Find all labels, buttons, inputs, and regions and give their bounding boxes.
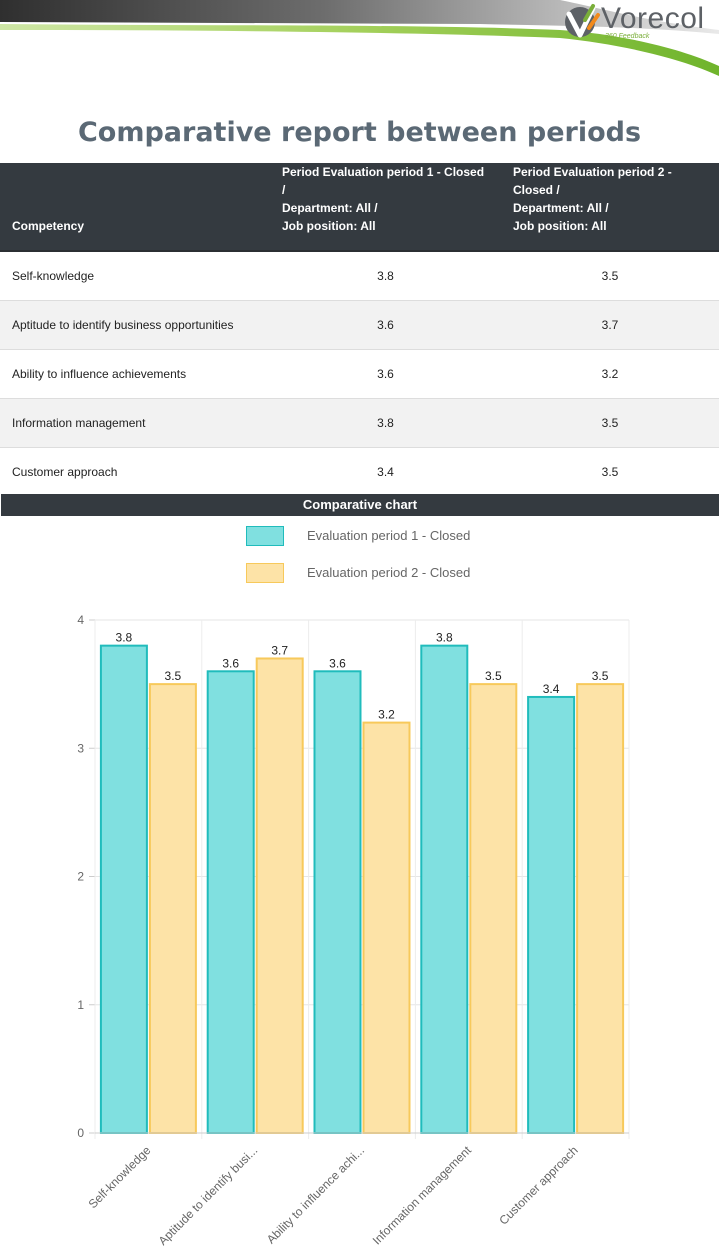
header-line: Job position: All	[282, 219, 376, 233]
bar-data-label: 3.4	[543, 682, 560, 696]
competency-cell: Aptitude to identify business opportunit…	[12, 317, 234, 332]
competency-cell: Ability to influence achievements	[12, 366, 187, 381]
y-tick-label: 0	[77, 1126, 84, 1140]
brand-tagline: 360 Feedback	[605, 33, 650, 40]
table-header-row: Competency Period Evaluation period 1 - …	[0, 163, 719, 252]
bar-series-2	[362, 721, 411, 1134]
period-1-value: 3.6	[377, 317, 394, 332]
competency-cell: Information management	[12, 415, 146, 430]
legend-label-period-2: Evaluation period 2 - Closed	[307, 565, 471, 580]
header-banner-graphic	[0, 0, 719, 92]
bar-data-label: 3.8	[116, 631, 133, 645]
bar-series-2	[148, 683, 197, 1134]
period-1-value: 3.6	[377, 366, 394, 381]
y-tick-label: 2	[77, 870, 84, 884]
legend-swatch-period-2	[246, 563, 284, 583]
competency-cell: Customer approach	[12, 464, 118, 479]
bar-data-label: 3.5	[165, 669, 182, 683]
bar-data-label: 3.5	[592, 669, 609, 683]
bar-series-2	[576, 683, 625, 1134]
period-2-value: 3.7	[601, 317, 619, 332]
period-2-value: 3.5	[601, 268, 619, 283]
table-row: Self-knowledge 3.8 3.5	[0, 251, 719, 300]
column-header-period-1: Period Evaluation period 1 - Closed / Dep…	[270, 163, 501, 252]
header-line: Period Evaluation period 2 - Closed /	[513, 165, 672, 197]
bar-series-1	[420, 644, 469, 1135]
bar-series-2	[255, 657, 304, 1134]
period-2-value: 3.2	[601, 366, 619, 381]
brand-logo: Vorecol 360 Feedback	[563, 2, 719, 42]
header-line: Period Evaluation period 1 - Closed /	[282, 165, 485, 197]
header-line: Job position: All	[513, 219, 607, 233]
comparative-bar-chart: 0 1 2 3 4 3.8 3.5 Self-knowledge 3.6 3.7 Aptitude …	[77, 613, 630, 1248]
legend-swatch-period-1	[246, 526, 284, 546]
bar-series-1	[527, 695, 576, 1134]
bar-data-label: 3.6	[329, 656, 346, 670]
period-2-value: 3.5	[601, 415, 619, 430]
vorecol-logo-icon	[565, 4, 600, 38]
brand-name: Vorecol	[601, 2, 705, 35]
header-line: Department: All /	[513, 201, 609, 215]
period-1-value: 3.4	[377, 464, 394, 479]
bar-series-1	[313, 670, 362, 1135]
x-tick-label: Customer approach	[496, 1143, 580, 1227]
table-row: Information management 3.8 3.5	[0, 398, 719, 447]
table-row: Ability to influence achievements 3.6 3.…	[0, 349, 719, 398]
page-header: Vorecol 360 Feedback	[0, 0, 719, 92]
y-tick-label: 3	[77, 741, 84, 755]
bar-series-2	[469, 683, 518, 1134]
bar-data-label: 3.5	[485, 669, 502, 683]
y-tick-label: 1	[77, 998, 84, 1012]
table-row: Customer approach 3.4 3.5	[0, 447, 719, 496]
legend-label-period-1: Evaluation period 1 - Closed	[307, 528, 471, 543]
column-header-competency: Competency	[0, 163, 270, 252]
bar-data-label: 3.7	[271, 643, 288, 657]
bar-series-1	[206, 670, 255, 1135]
period-1-value: 3.8	[377, 415, 394, 430]
column-header-period-2: Period Evaluation period 2 - Closed / Dep…	[501, 163, 719, 252]
table-row: Aptitude to identify business opportunit…	[0, 300, 719, 349]
y-tick-label: 4	[77, 613, 84, 627]
x-tick-label: Aptitude to identify busi...	[156, 1143, 261, 1248]
x-tick-label: Ability to influence achi...	[264, 1143, 367, 1246]
chart-section-header: Comparative chart	[1, 494, 719, 516]
bar-data-label: 3.8	[436, 631, 453, 645]
bar-series-1	[99, 644, 148, 1135]
bar-data-label: 3.6	[222, 656, 239, 670]
header-line: Department: All /	[282, 201, 378, 215]
comparison-table: Competency Period Evaluation period 1 - …	[0, 163, 719, 496]
period-1-value: 3.8	[377, 268, 394, 283]
x-tick-label: Self-knowledge	[86, 1143, 154, 1211]
page-title: Comparative report between periods	[77, 117, 642, 148]
period-2-value: 3.5	[601, 464, 619, 479]
x-tick-label: Information management	[370, 1143, 475, 1248]
bar-data-label: 3.2	[378, 708, 395, 722]
competency-cell: Self-knowledge	[12, 268, 95, 283]
